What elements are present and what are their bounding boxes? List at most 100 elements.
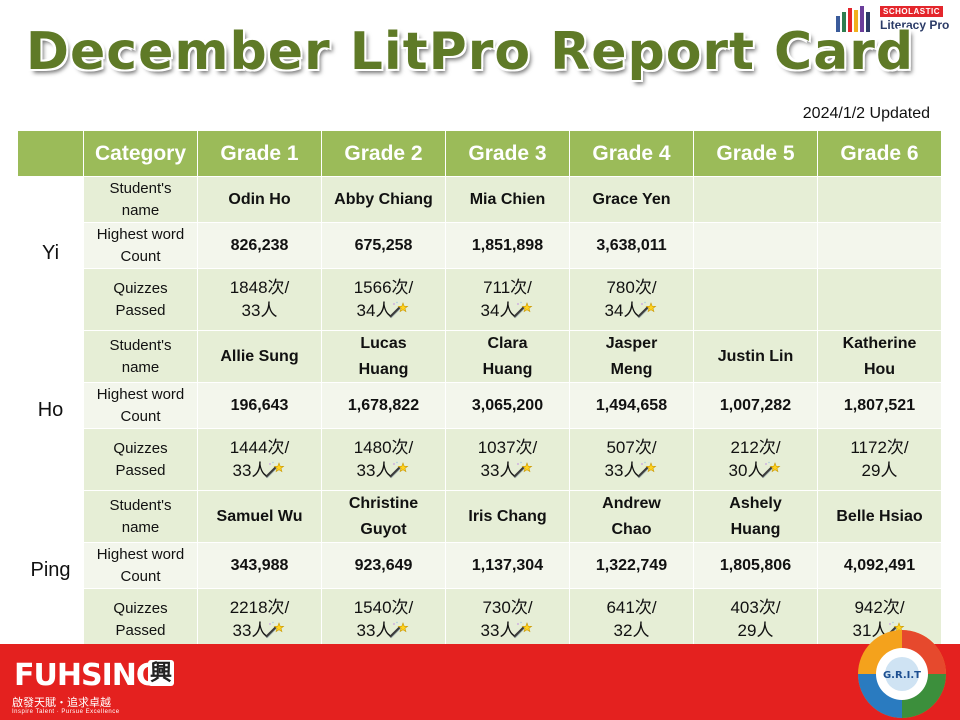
category-label-line: Quizzes bbox=[113, 279, 168, 297]
word-count-cell: 675,258 bbox=[321, 222, 446, 269]
student-count-line: 33人 bbox=[481, 461, 535, 480]
student-count-line: 34人 bbox=[357, 301, 411, 320]
student-name: Andrew bbox=[602, 495, 661, 513]
magic-wand-star-icon bbox=[513, 621, 533, 639]
magic-wand-star-icon bbox=[761, 461, 781, 478]
header-row: Category Grade 1 Grade 2 Grade 3 Grade 4 Grad… bbox=[17, 130, 942, 177]
quiz-count: 1037次/ bbox=[477, 437, 538, 457]
table-row: Quizzes Passed 1848次/33人 1566次/34人 711次/34人 7… bbox=[18, 268, 942, 331]
table-row: Highest word Count 196,643 1,678,822 3,065,2… bbox=[18, 382, 942, 430]
quizzes-passed-cell: 780次/34人 bbox=[569, 268, 694, 331]
category-label-line: Passed bbox=[115, 621, 166, 639]
school-name: FUHSING bbox=[14, 658, 160, 693]
category-label: Highest word Count bbox=[83, 542, 198, 590]
word-count-cell: 1,678,822 bbox=[321, 382, 446, 430]
student-count: 34人 bbox=[604, 300, 641, 320]
student-name: Huang bbox=[358, 360, 409, 378]
student-count: 33人 bbox=[356, 620, 393, 640]
school-motto-en: Inspire Talent · Pursue Excellence bbox=[12, 709, 120, 715]
student-name: Huang bbox=[482, 360, 533, 378]
table-row: Highest word Count 343,988 923,649 1,137,304… bbox=[18, 542, 942, 590]
quiz-count: 1540次/ bbox=[353, 597, 414, 617]
magic-wand-star-icon bbox=[265, 621, 285, 639]
category-label-line: name bbox=[121, 201, 160, 219]
page-title: December LitPro Report Card bbox=[25, 22, 915, 82]
quiz-count: 730次/ bbox=[482, 597, 533, 617]
student-name-cell: Grace Yen bbox=[569, 176, 694, 223]
student-name-cell: Odin Ho bbox=[197, 176, 322, 223]
student-name-cell: Katherine Hou bbox=[817, 329, 942, 384]
student-name: Guyot bbox=[360, 520, 407, 538]
student-name-cell: Abby Chiang bbox=[321, 176, 446, 223]
student-name: Samuel Wu bbox=[216, 507, 303, 525]
category-label-line: Count bbox=[120, 247, 161, 265]
table-row: Ping Student's name Samuel Wu Christine Guyot… bbox=[17, 490, 942, 652]
column-header: Grade 4 bbox=[569, 130, 694, 177]
magic-wand-star-icon bbox=[389, 461, 409, 478]
quizzes-passed-cell: 1172次/29人 bbox=[817, 428, 942, 492]
category-label-line: Student's bbox=[109, 179, 172, 197]
student-name-cell: Justin Lin bbox=[693, 329, 818, 384]
column-header: Grade 6 bbox=[817, 130, 942, 177]
logo-product-name: Literacy Pro bbox=[880, 18, 950, 32]
student-name-cell: Allie Sung bbox=[197, 329, 322, 384]
student-count-line: 33人 bbox=[233, 461, 287, 480]
student-count: 29人 bbox=[861, 460, 898, 480]
magic-wand-star-icon bbox=[637, 461, 657, 478]
quiz-count: 1172次/ bbox=[850, 437, 909, 457]
class-name: Ho bbox=[17, 329, 84, 492]
student-count-line: 33人 bbox=[233, 621, 287, 640]
table-row: Highest word Count 826,238 675,258 1,851,898… bbox=[18, 222, 942, 269]
word-count-cell: 923,649 bbox=[321, 542, 446, 590]
word-count-cell: 1,805,806 bbox=[693, 542, 818, 590]
student-count: 33人 bbox=[356, 460, 393, 480]
quizzes-passed-cell: 1480次/33人 bbox=[321, 428, 446, 492]
student-name: Iris Chang bbox=[468, 507, 547, 525]
category-label-line: Count bbox=[120, 567, 161, 585]
student-name: Ashely bbox=[729, 495, 782, 513]
category-label: Highest word Count bbox=[83, 382, 198, 430]
magic-wand-star-icon bbox=[265, 461, 285, 478]
header-corner bbox=[17, 130, 84, 177]
table-row: Yi Student's name Odin Ho Abby Chiang Mia Chi… bbox=[17, 176, 942, 331]
quiz-count: 942次/ bbox=[854, 597, 905, 617]
student-name: Clara bbox=[487, 335, 528, 352]
word-count-cell: 1,807,521 bbox=[817, 382, 942, 430]
quizzes-passed-cell bbox=[693, 268, 818, 331]
category-label: Highest word Count bbox=[83, 222, 198, 269]
quiz-count: 641次/ bbox=[606, 597, 657, 617]
quizzes-passed-cell: 507次/33人 bbox=[569, 428, 694, 492]
school-seal: 興 bbox=[148, 660, 174, 686]
quizzes-passed-cell: 1540次/33人 bbox=[321, 588, 446, 652]
category-label-line: Student's bbox=[109, 497, 172, 515]
category-label: Quizzes Passed bbox=[83, 268, 198, 331]
column-header: Grade 2 bbox=[321, 130, 446, 177]
table-row: Ho Student's name Allie Sung Lucas Huang Clara… bbox=[17, 329, 942, 492]
student-count-line: 34人 bbox=[605, 301, 659, 320]
word-count-cell bbox=[693, 222, 818, 269]
quiz-count: 1848次/ bbox=[229, 277, 290, 297]
student-name: Hou bbox=[863, 360, 896, 378]
quiz-count: 1444次/ bbox=[229, 437, 290, 457]
category-label: Quizzes Passed bbox=[83, 588, 198, 652]
student-name: Jasper bbox=[605, 335, 658, 352]
student-name-cell: Jasper Meng bbox=[569, 329, 694, 384]
grit-badge-icon: G.R.I.T bbox=[858, 630, 946, 718]
quizzes-passed-cell: 403次/29人 bbox=[693, 588, 818, 652]
column-header: Category bbox=[83, 130, 198, 177]
word-count-cell: 3,065,200 bbox=[445, 382, 570, 430]
student-name: Lucas bbox=[360, 335, 407, 352]
category-label-line: Count bbox=[120, 407, 161, 425]
quiz-count: 212次/ bbox=[730, 437, 781, 457]
column-header: Grade 5 bbox=[693, 130, 818, 177]
student-count-line: 33人 bbox=[605, 461, 659, 480]
word-count-cell: 1,322,749 bbox=[569, 542, 694, 590]
student-name: Christine bbox=[348, 495, 419, 513]
class-name: Yi bbox=[17, 176, 84, 331]
quiz-count: 780次/ bbox=[606, 277, 657, 297]
student-count-line: 32人 bbox=[614, 621, 650, 640]
student-count: 33人 bbox=[480, 620, 517, 640]
word-count-cell: 1,851,898 bbox=[445, 222, 570, 269]
student-count: 34人 bbox=[480, 300, 517, 320]
student-count: 33人 bbox=[480, 460, 517, 480]
